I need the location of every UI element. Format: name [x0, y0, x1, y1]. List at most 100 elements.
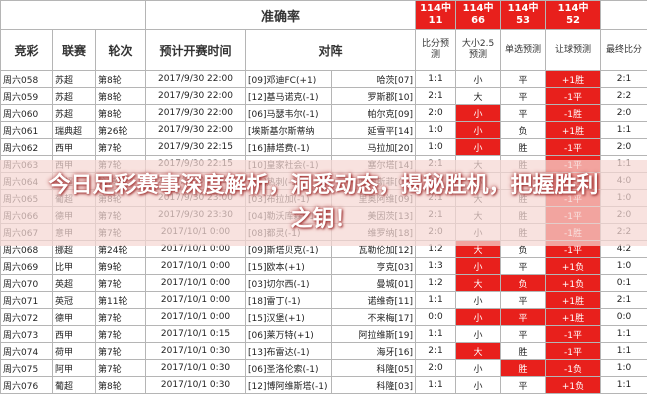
- data-row: 周六072 德甲 第7轮 2017/10/1 0:00 [15]汉堡(+1) 不来梅[17…: [0, 308, 647, 326]
- cell: 周六059: [0, 87, 53, 105]
- data-row: 周六060 苏超 第8轮 2017/9/30 22:00 [06]马瑟韦尔(-1) 帕尔克…: [0, 104, 647, 122]
- data-row: 周六071 英冠 第11轮 2017/10/1 0:00 [18]雷丁(-1) 诺维奇[1…: [0, 291, 647, 309]
- cell: +1胜: [545, 70, 602, 88]
- data-row: 周六076 葡超 第8轮 2017/10/1 0:30 [12]博阿维斯塔(-1) 科隆[…: [0, 376, 647, 394]
- cell: 1:1: [600, 376, 647, 394]
- cell: 曼城[01]: [331, 274, 417, 292]
- cell: 阿拉维斯[19]: [331, 325, 417, 343]
- cell: 第7轮: [94, 359, 147, 377]
- column-header: 让球预测: [545, 29, 602, 71]
- cell: [13]布雷达(-1): [245, 342, 333, 360]
- cell: 2017/10/1 0:30: [145, 359, 247, 377]
- cell: 第9轮: [94, 257, 147, 275]
- cell: 西甲: [52, 325, 96, 343]
- cell: 科隆[03]: [331, 376, 417, 394]
- cell: 亨克[03]: [331, 257, 417, 275]
- accuracy-top: 114中: [420, 3, 451, 14]
- cell: [15]汉堡(+1): [245, 308, 333, 326]
- cell: [18]雷丁(-1): [245, 291, 333, 309]
- data-row: 周六061 瑞典超 第26轮 2017/9/30 22:00 [埃斯基尔斯蒂纳 延雪平[1…: [0, 121, 647, 139]
- cell: 苏超: [52, 70, 96, 88]
- accuracy-cell: 114中 53: [500, 0, 547, 30]
- accuracy-count: 53: [516, 15, 530, 26]
- cell: 2:1: [415, 87, 457, 105]
- cell: 周六073: [0, 325, 53, 343]
- cell: 平: [500, 291, 547, 309]
- cell: +1胜: [545, 291, 602, 309]
- cell: 第7轮: [94, 308, 147, 326]
- cell: -1平: [545, 325, 602, 343]
- cell: 1:0: [600, 257, 647, 275]
- column-header: 对阵: [245, 29, 417, 71]
- cell: 延雪平[14]: [331, 121, 417, 139]
- cell: 第26轮: [94, 121, 147, 139]
- cell: 2017/10/1 0:00: [145, 257, 247, 275]
- cell: [03]切尔西(-1): [245, 274, 333, 292]
- cell: 英冠: [52, 291, 96, 309]
- cell: 大: [455, 342, 502, 360]
- cell: 2017/10/1 0:00: [145, 274, 247, 292]
- cell: 2:1: [415, 342, 457, 360]
- cell: [06]圣洛伦索(-1): [245, 359, 333, 377]
- cell: 瑞典超: [52, 121, 96, 139]
- header-row: 准确率 114中 11 114中 66 114中 53 114中 52: [0, 0, 647, 30]
- cell: 1:0: [600, 359, 647, 377]
- cell: 比甲: [52, 257, 96, 275]
- cell: 2:1: [600, 291, 647, 309]
- cell: 2017/10/1 0:15: [145, 325, 247, 343]
- cell: [06]莱万特(+1): [245, 325, 333, 343]
- cell: 平: [500, 104, 547, 122]
- cell: 第7轮: [94, 342, 147, 360]
- accuracy-top: 114中: [557, 3, 589, 14]
- cell: 胜: [500, 359, 547, 377]
- cell: 周六060: [0, 104, 53, 122]
- data-row: 周六059 苏超 第8轮 2017/9/30 22:00 [12]基马诺克(-1) 罗斯郡…: [0, 87, 647, 105]
- cell: 周六076: [0, 376, 53, 394]
- cell: 负: [500, 274, 547, 292]
- cell: 周六075: [0, 359, 53, 377]
- cell: 第8轮: [94, 70, 147, 88]
- cell: 第7轮: [94, 138, 147, 156]
- cell: 小: [455, 104, 502, 122]
- cell: 1:1: [600, 121, 647, 139]
- cell: 平: [500, 70, 547, 88]
- cell: 1:3: [415, 257, 457, 275]
- cell: +1负: [545, 376, 602, 394]
- cell: +1胜: [545, 121, 602, 139]
- cell: 1:1: [415, 291, 457, 309]
- cell: 负: [500, 121, 547, 139]
- cell: 第7轮: [94, 325, 147, 343]
- cell: -1负: [545, 359, 602, 377]
- cell: 周六074: [0, 342, 53, 360]
- cell: 第8轮: [94, 376, 147, 394]
- cell: 德甲: [52, 308, 96, 326]
- cell: 大: [455, 87, 502, 105]
- accuracy-top: 114中: [462, 3, 494, 14]
- cell: 苏超: [52, 104, 96, 122]
- cell: 第7轮: [94, 274, 147, 292]
- cell: 1:1: [415, 376, 457, 394]
- cell: 1:1: [600, 342, 647, 360]
- cell: 帕尔克[09]: [331, 104, 417, 122]
- column-header-row: 竞彩 联赛 轮次 预计开赛时间 对阵 比分预测 大小2.5预测 单选预测 让球预测 最终比分: [0, 29, 647, 71]
- cell: -1平: [545, 138, 602, 156]
- cell: 科隆[05]: [331, 359, 417, 377]
- cell: 小: [455, 325, 502, 343]
- cell: 周六071: [0, 291, 53, 309]
- cell: 2017/9/30 22:00: [145, 87, 247, 105]
- cell: 小: [455, 257, 502, 275]
- cell: 1:2: [415, 274, 457, 292]
- data-row: 周六073 西甲 第7轮 2017/10/1 0:15 [06]莱万特(+1) 阿拉维斯[…: [0, 325, 647, 343]
- accuracy-top: 114中: [507, 3, 539, 14]
- cell: 小: [455, 308, 502, 326]
- banner-text: 今日足彩赛事深度解析，洞悉动态，揭秘胜机，把握胜利之钥！: [48, 173, 599, 232]
- cell: 小: [455, 291, 502, 309]
- cell: 胜: [500, 342, 547, 360]
- cell: 0:0: [600, 308, 647, 326]
- cell: 平: [500, 325, 547, 343]
- cell: 周六058: [0, 70, 53, 88]
- cell: +1负: [545, 274, 602, 292]
- cell: 2:0: [415, 359, 457, 377]
- cell: 罗斯郡[10]: [331, 87, 417, 105]
